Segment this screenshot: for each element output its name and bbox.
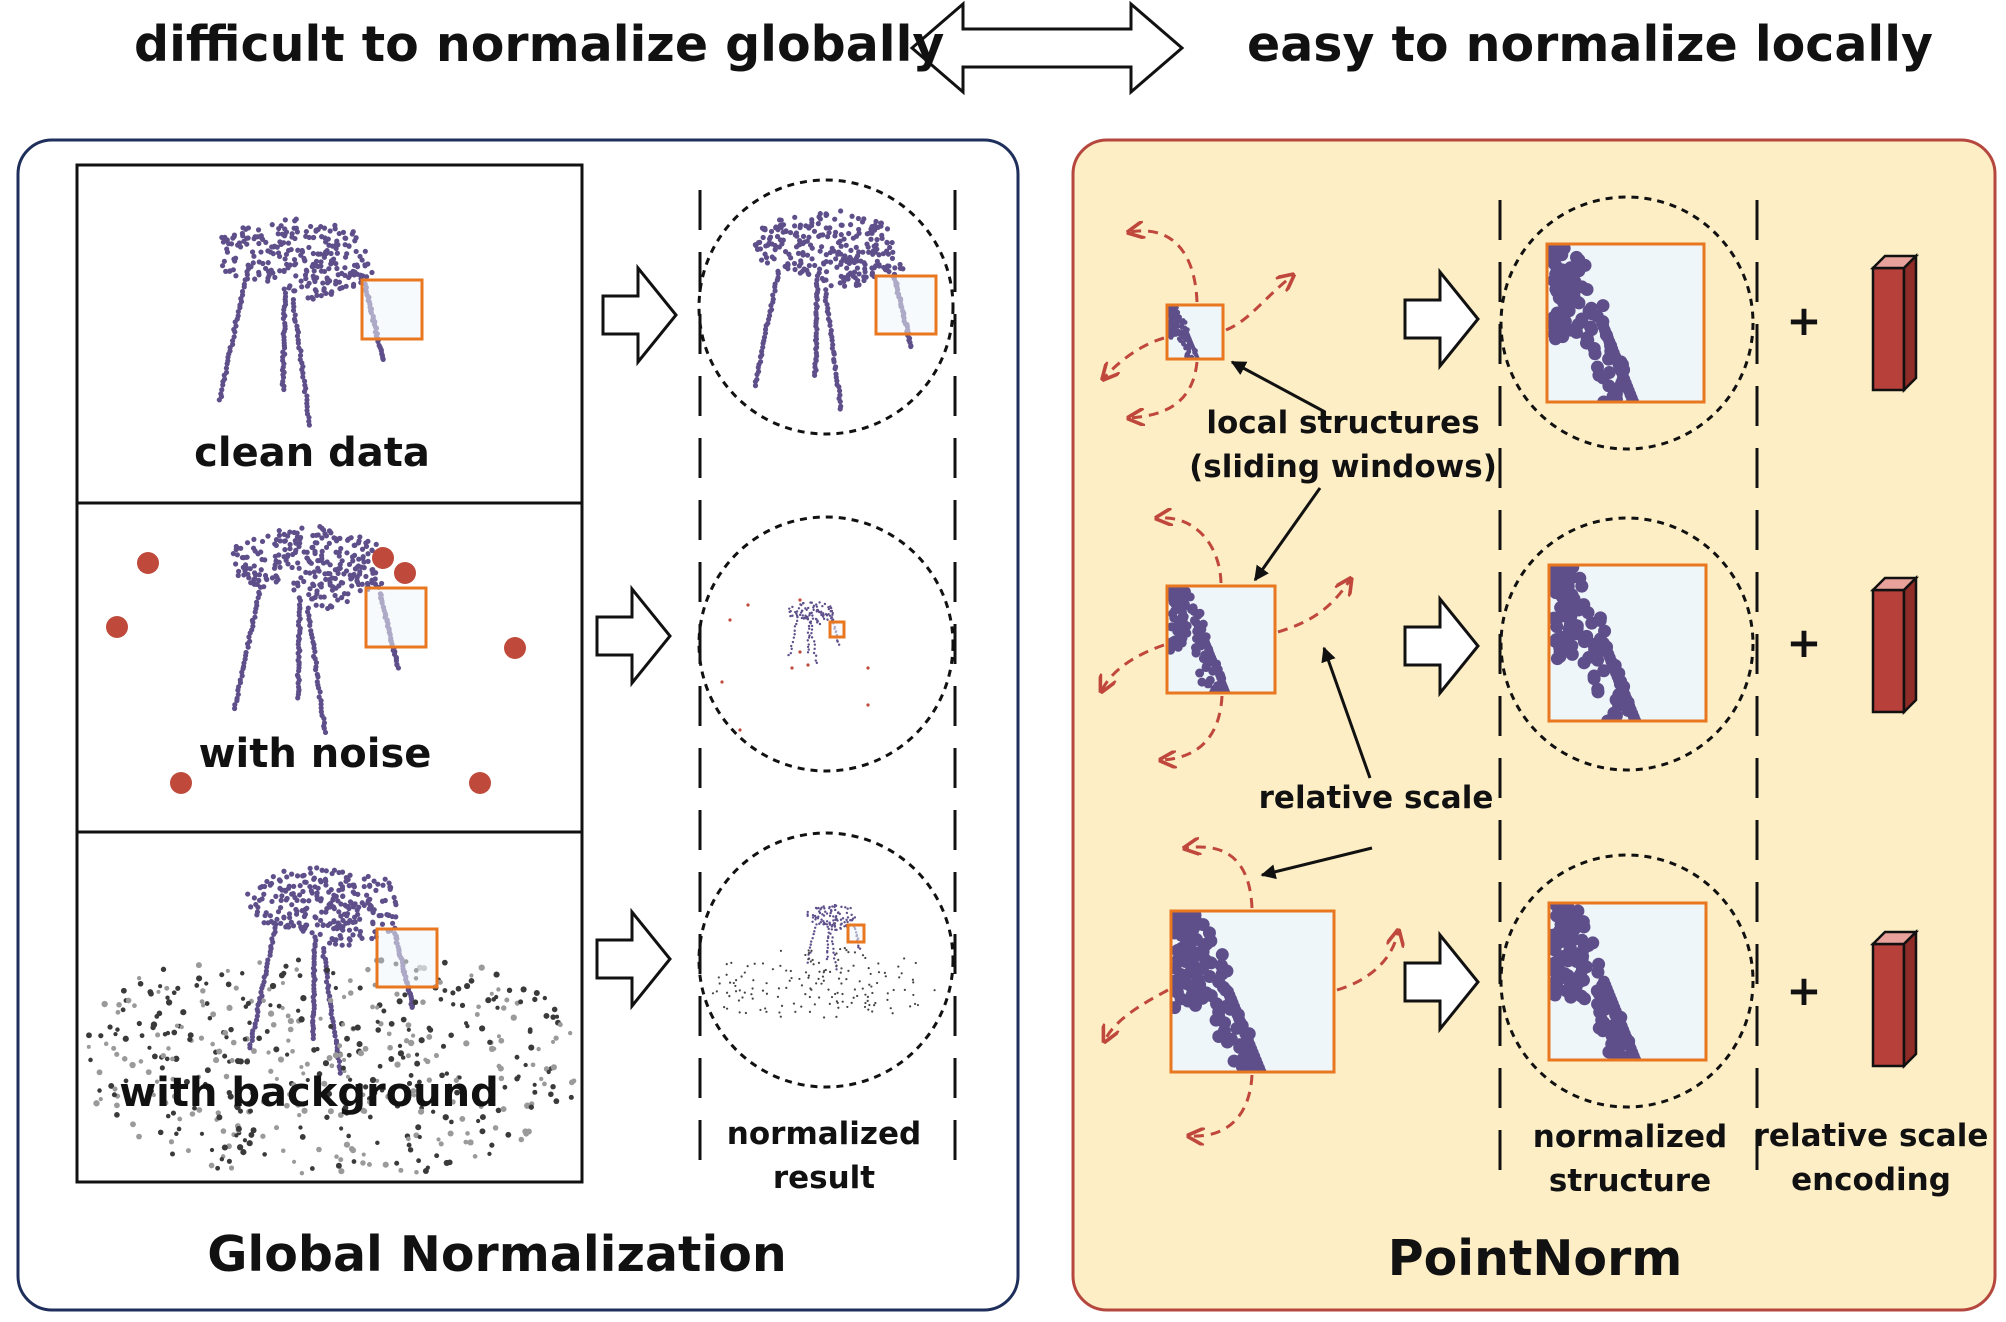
header-left-caption: difficult to normalize globally [134,16,945,73]
sliding-arrow [1158,518,1223,584]
plus-sign: + [1786,966,1822,1015]
background-points [86,957,577,1176]
normalized-structure-points [1547,244,1704,402]
structure-circle [1499,516,1755,772]
block-arrow-icon [1403,930,1480,1034]
scale-encoding-bar [1869,928,1920,1070]
block-arrow-icon [601,263,678,367]
window-frame [364,586,428,649]
clean-data-box [75,163,584,505]
local-structure-points [1171,911,1334,1072]
annotation-local-structures: local structures (sliding windows) [1189,401,1497,489]
window-frame [828,620,846,639]
header-right-caption: easy to normalize locally [1247,16,1933,73]
result-circle [697,178,955,436]
left-panel-title: Global Normalization [207,1226,787,1283]
chair-point-cloud [245,865,416,1076]
block-arrow-icon [1403,267,1480,371]
window-frame [375,927,439,989]
structure-caption-line1: normalized [1532,1119,1728,1155]
sliding-arrow [1225,276,1292,332]
annotation-local-line2: (sliding windows) [1189,449,1497,485]
sliding-arrow [1190,1074,1254,1136]
normalized-window [1547,563,1708,723]
sliding-arrow [1162,695,1224,760]
noise-points-small [720,598,870,732]
sliding-arrow [1105,988,1169,1040]
structure-caption: normalized structure [1533,1115,1727,1203]
scale-encoding-bar [1869,574,1920,716]
block-arrow-icon [595,584,672,688]
right-panel-title: PointNorm [1387,1230,1683,1287]
row-label-background: with background [119,1070,499,1116]
plus-sign: + [1786,296,1822,345]
chair-point-cloud [230,523,402,736]
normalized-structure-points [1549,565,1706,721]
window-frame [360,278,424,341]
sliding-arrow [1102,643,1165,690]
row-label-noise: with noise [198,731,432,777]
window-frame [846,923,866,944]
double-arrow-icon [909,0,1185,96]
annotation-arrow [1253,487,1322,582]
result-caption-line2: result [772,1160,876,1196]
annotation-relative-scale: relative scale [1258,780,1494,816]
normalized-window [1547,901,1708,1062]
normalized-window [1545,242,1706,404]
encoding-caption-line2: encoding [1791,1162,1951,1198]
local-window [1165,303,1225,361]
sliding-arrow [1104,336,1165,378]
local-window [1169,909,1336,1074]
annotation-local-line1: local structures [1206,405,1480,441]
result-circle [697,831,955,1089]
sliding-arrow [1277,580,1350,634]
encoding-caption: relative scale encoding [1754,1114,1989,1202]
block-arrow-icon [1403,594,1480,698]
scale-encoding-bar [1869,252,1920,394]
structure-caption-line2: structure [1548,1163,1712,1199]
row-label-clean: clean data [194,430,430,476]
encoding-caption-line1: relative scale [1753,1118,1989,1154]
background-points-small [711,947,936,1019]
annotation-arrow [1321,646,1372,779]
plus-sign: + [1786,618,1822,667]
noise-data-box [75,501,584,834]
structure-circle [1499,195,1755,451]
local-window [1165,584,1277,695]
result-caption-line1: normalized [726,1116,922,1152]
chair-point-cloud [216,216,386,428]
block-arrow-icon [595,907,672,1011]
annotation-arrow [1230,360,1326,414]
local-structure-points [1167,586,1275,693]
local-structure-points [1167,305,1223,359]
sliding-arrow [1186,847,1254,909]
structure-circle [1499,853,1755,1109]
chair-point-cloud [806,903,862,971]
annotation-arrow [1260,846,1373,880]
result-caption: normalized result [727,1112,921,1200]
window-frame [874,274,938,336]
noise-points [106,547,526,794]
normalized-structure-points [1549,903,1706,1060]
result-circle [697,515,955,773]
